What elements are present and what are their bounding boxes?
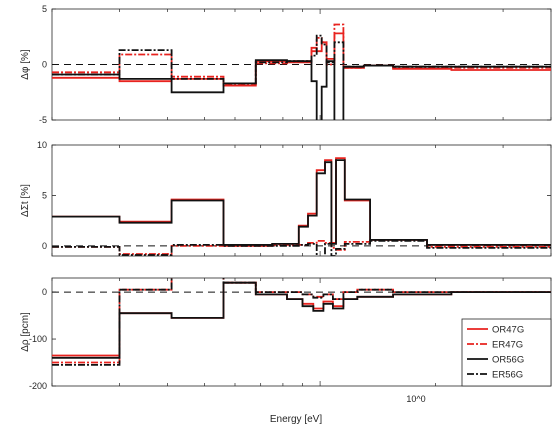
y-axis-label-top: Δφ [%]: [20, 49, 31, 80]
panel-top: -5 0 5 Δφ [%]: [20, 4, 552, 125]
series-line-OR47G-middle: [52, 157, 551, 247]
panel-bottom: -200 -100 0 Δρ [pcm]: [20, 277, 552, 391]
y-tick-label: 0: [42, 60, 47, 70]
series-line-ER56G-top: [52, 34, 551, 85]
axes-frame-middle: [51, 144, 552, 257]
legend-label-ER56G: ER56G: [492, 370, 523, 381]
series-line-OR56G-middle: [52, 159, 551, 246]
x-tick-label-10^0: 10^0: [406, 394, 425, 404]
panel-middle: 0 5 10 ΔΣt [%]: [20, 140, 552, 257]
series-line-OR56G-bottom: [52, 281, 551, 359]
x-axis-label: Energy [eV]: [270, 414, 322, 425]
y-tick-label: -5: [39, 115, 47, 125]
y-tick-label: 0: [42, 287, 47, 297]
legend: OR47G ER47G OR56G ER56G: [461, 318, 552, 387]
y-tick-label: -200: [29, 381, 47, 391]
y-tick-label: -100: [29, 334, 47, 344]
series-line-OR56G-top: [52, 59, 551, 120]
legend-label-OR47G: OR47G: [492, 325, 524, 336]
plot-panels: -5 0 5 Δφ [%] 0 5 10 ΔΣt [%] -200 -100 0 Δρ [pcm]: [20, 4, 552, 391]
series-line-ER56G-bottom: [52, 278, 551, 366]
series-line-ER47G-middle: [52, 238, 551, 255]
y-tick-label: 0: [42, 241, 47, 251]
series-line-OR47G-top: [52, 32, 551, 87]
series-line-ER47G-bottom: [52, 278, 551, 364]
y-tick-label: 5: [42, 4, 47, 14]
series-line-ER47G-top: [52, 23, 551, 86]
legend-label-OR56G: OR56G: [492, 355, 524, 366]
y-tick-label: 5: [42, 190, 47, 200]
y-axis-label-bottom: Δρ [pcm]: [20, 312, 31, 352]
series-line-ER56G-middle: [52, 239, 551, 256]
y-axis-label-middle: ΔΣt [%]: [20, 184, 31, 217]
y-tick-label: 10: [37, 140, 47, 150]
legend-label-ER47G: ER47G: [492, 340, 523, 351]
